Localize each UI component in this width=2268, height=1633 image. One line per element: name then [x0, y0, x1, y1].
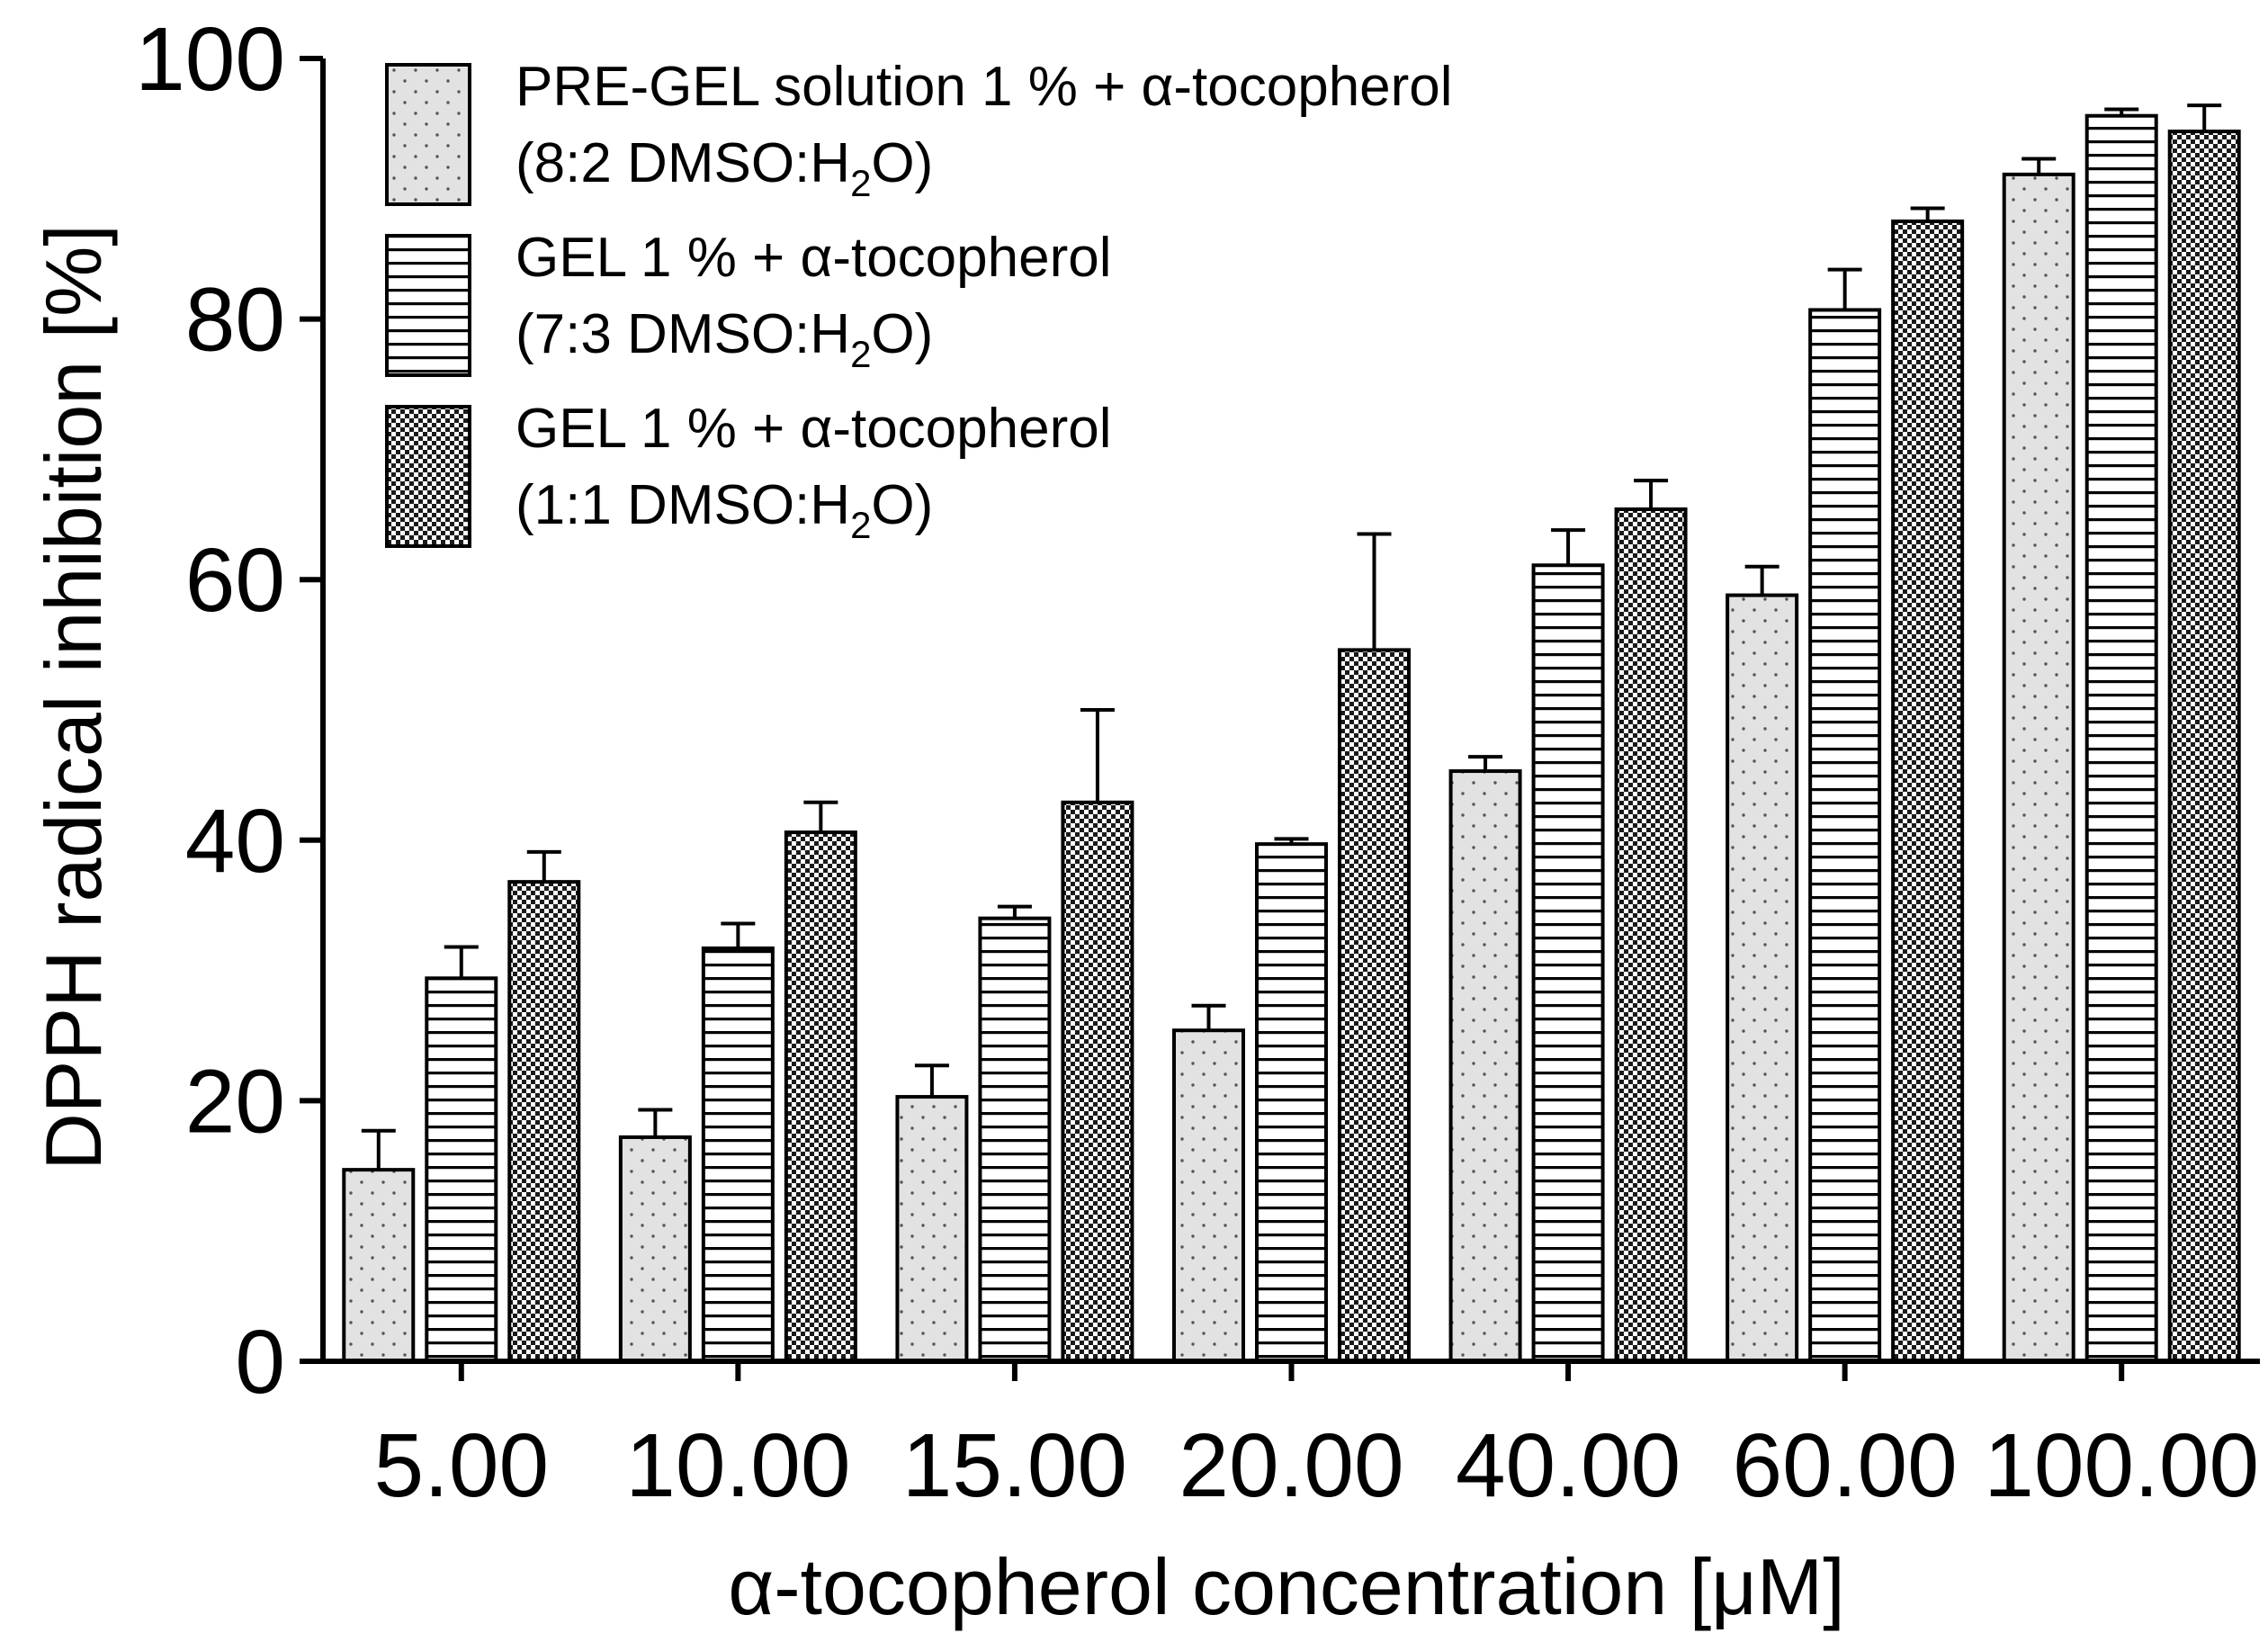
- bar: [1808, 308, 1882, 1363]
- legend-swatch: [385, 234, 471, 377]
- bar: [2084, 113, 2158, 1363]
- y-tick-label: 80: [185, 270, 285, 371]
- x-tick-label: 5.00: [373, 1415, 549, 1516]
- y-tick-label: 100: [135, 9, 285, 110]
- bars: [342, 103, 2241, 1364]
- x-tick-label: 100.00: [1984, 1415, 2259, 1516]
- bar: [1531, 563, 1605, 1363]
- legend-label-line2: (1:1 DMSO:H2O): [515, 474, 933, 546]
- x-tick-label: 20.00: [1179, 1415, 1403, 1516]
- bar: [618, 1135, 692, 1363]
- bar: [1448, 769, 1522, 1363]
- legend-line2-subscript: 2: [850, 162, 871, 204]
- legend-label-line2: (7:3 DMSO:H2O): [515, 303, 933, 375]
- legend-line2-prefix: (1:1 DMSO:H: [515, 474, 850, 536]
- bar: [895, 1095, 969, 1364]
- tick-labels: 0 20 40 60 80 100 5.00 10.00 15.00 20.00 40.00 60.0…: [135, 9, 2259, 1516]
- bar: [1726, 593, 1799, 1363]
- legend-line2-prefix: (7:3 DMSO:H: [515, 303, 850, 365]
- legend-label: GEL 1 % + α-tocopherol: [515, 398, 1112, 460]
- x-tick-label: 40.00: [1456, 1415, 1681, 1516]
- legend-swatch: [385, 63, 471, 206]
- legend-swatch: [385, 405, 471, 548]
- legend-line2-subscript: 2: [850, 333, 871, 375]
- x-tick-label: 15.00: [902, 1415, 1127, 1516]
- bar: [1061, 800, 1134, 1363]
- bar: [978, 916, 1052, 1363]
- legend-line2-suffix: O): [871, 474, 933, 536]
- bar: [2002, 172, 2075, 1364]
- bar: [1614, 507, 1688, 1363]
- legend-line2-suffix: O): [871, 303, 933, 365]
- legend: PRE-GEL solution 1 % + α-tocopherol (8:2 …: [385, 56, 1453, 548]
- bar: [701, 946, 775, 1363]
- legend-label: GEL 1 % + α-tocopherol: [515, 227, 1112, 289]
- bar: [1338, 648, 1411, 1363]
- bar: [1255, 842, 1328, 1363]
- bar: [1172, 1028, 1245, 1363]
- legend-line2-suffix: O): [871, 132, 933, 194]
- bar: [507, 880, 581, 1363]
- y-tick-label: 20: [185, 1051, 285, 1152]
- bar: [1891, 220, 1965, 1363]
- bar: [784, 830, 857, 1363]
- legend-line2-subscript: 2: [850, 504, 871, 546]
- x-axis-title: α-tocopherol concentration [μM]: [728, 1542, 1844, 1631]
- x-tick-label: 10.00: [625, 1415, 850, 1516]
- axes: [320, 58, 2260, 1364]
- y-axis-title: DPPH radical inhibition [%]: [29, 224, 118, 1171]
- x-tick-label: 60.00: [1733, 1415, 1958, 1516]
- legend-label: PRE-GEL solution 1 % + α-tocopherol: [515, 56, 1453, 118]
- bar: [425, 976, 498, 1363]
- legend-label-line2: (8:2 DMSO:H2O): [515, 132, 933, 204]
- bar: [2167, 130, 2241, 1363]
- y-tick-label: 40: [185, 791, 285, 892]
- legend-line2-prefix: (8:2 DMSO:H: [515, 132, 850, 194]
- y-tick-label: 60: [185, 530, 285, 631]
- y-tick-marks: [300, 56, 2125, 1381]
- bar: [342, 1168, 416, 1364]
- y-tick-label: 0: [235, 1312, 285, 1413]
